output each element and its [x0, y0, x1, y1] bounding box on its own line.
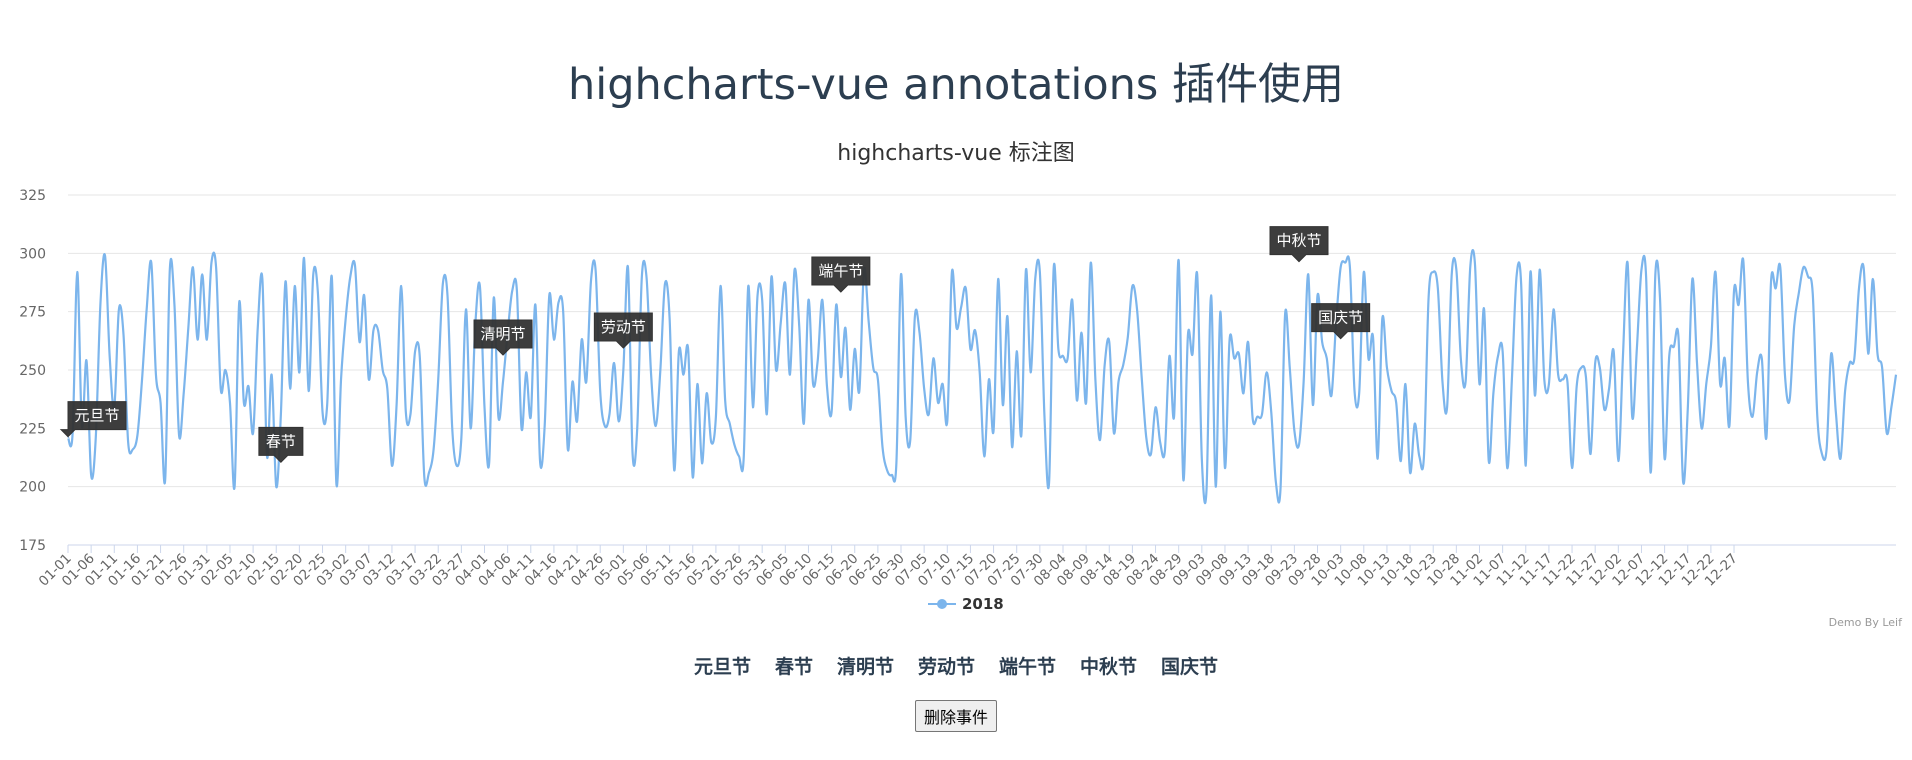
annotation-0[interactable]: 元旦节 — [59, 401, 127, 438]
event-link[interactable]: 元旦节 — [693, 656, 751, 678]
x-axis-ticks: 01-0101-0601-1101-1601-2101-2601-3102-05… — [36, 545, 1741, 590]
annotation-5[interactable]: 中秋节 — [1269, 226, 1329, 263]
y-tick-label: 275 — [19, 305, 46, 321]
delete-event-button[interactable]: 删除事件 — [914, 700, 997, 732]
annotation-label: 春节 — [266, 432, 296, 450]
series-2018-line[interactable] — [66, 249, 1898, 505]
annotation-label: 清明节 — [481, 325, 526, 343]
legend-symbol-dot — [937, 599, 947, 609]
annotation-box — [1269, 226, 1329, 263]
y-axis-ticks: 175 200 225 250 275 300 325 — [19, 188, 46, 554]
y-tick-label: 250 — [19, 363, 46, 379]
annotation-box — [1311, 303, 1371, 340]
legend[interactable]: 2018 — [928, 595, 1004, 613]
y-tick-label: 300 — [19, 246, 46, 262]
line-chart: highcharts-vue 标注图 175 200 225 250 275 300 325… — [19, 141, 1903, 629]
page-title: highcharts-vue annotations 插件使用 — [568, 60, 1344, 110]
y-gridlines — [68, 194, 1896, 488]
event-link[interactable]: 清明节 — [836, 656, 894, 678]
annotation-box — [258, 426, 304, 464]
y-tick-label: 225 — [19, 421, 46, 437]
annotation-box — [473, 319, 533, 356]
annotation-4[interactable]: 端午节 — [811, 256, 871, 293]
event-link[interactable]: 春节 — [774, 656, 813, 678]
credits[interactable]: Demo By Leif — [1829, 616, 1903, 629]
annotation-label: 中秋节 — [1276, 232, 1321, 250]
annotation-label: 国庆节 — [1318, 309, 1363, 327]
annotation-3[interactable]: 劳动节 — [593, 312, 653, 349]
annotation-label: 元旦节 — [74, 407, 119, 425]
chart-title: highcharts-vue 标注图 — [837, 141, 1074, 166]
event-links: 元旦节 春节 清明节 劳动节 端午节 中秋节 国庆节 — [0, 652, 1912, 679]
annotation-1[interactable]: 春节 — [258, 426, 304, 464]
event-link[interactable]: 劳动节 — [917, 656, 975, 678]
chart-container: highcharts-vue 标注图 175 200 225 250 275 300 325… — [0, 130, 1912, 630]
y-tick-label: 325 — [19, 188, 46, 204]
annotation-box — [593, 312, 653, 349]
y-tick-label: 200 — [19, 480, 46, 496]
legend-item-2018[interactable]: 2018 — [962, 595, 1004, 613]
event-link[interactable]: 国庆节 — [1161, 656, 1219, 678]
event-link[interactable]: 端午节 — [999, 656, 1057, 678]
y-tick-label: 175 — [19, 538, 46, 554]
annotation-box — [59, 401, 127, 438]
button-row: 删除事件 — [0, 700, 1912, 732]
annotation-box — [811, 256, 871, 293]
annotation-2[interactable]: 清明节 — [473, 319, 533, 356]
annotation-label: 端午节 — [818, 262, 863, 280]
event-link[interactable]: 中秋节 — [1080, 656, 1138, 678]
annotation-label: 劳动节 — [601, 318, 646, 336]
annotation-6[interactable]: 国庆节 — [1311, 303, 1371, 340]
